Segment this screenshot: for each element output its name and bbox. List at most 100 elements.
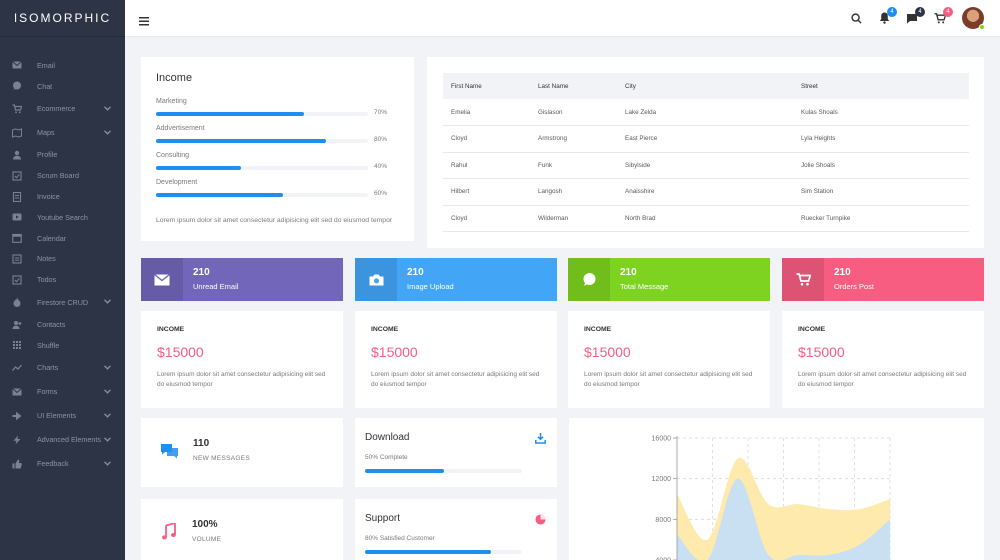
- download-progress-fill: [365, 469, 444, 473]
- sidebar-item-label: Chat: [37, 81, 53, 91]
- sidebar-item-todos[interactable]: Todos: [0, 269, 125, 290]
- sidebar-item-maps[interactable]: Maps: [0, 121, 125, 145]
- sidebar-item-ui-elements[interactable]: UI Elements: [0, 404, 125, 428]
- checkbox-icon: [12, 171, 22, 181]
- search-icon[interactable]: [849, 11, 863, 25]
- thumbs-up-icon: [12, 459, 22, 469]
- app-logo[interactable]: ISOMORPHIC: [0, 0, 125, 37]
- table-header-cell[interactable]: Street: [793, 73, 969, 99]
- support-progress-widget: Support 80% Satisfied Customer: [355, 499, 557, 560]
- mail-icon: [12, 60, 22, 70]
- notification-badge: 4: [887, 7, 897, 17]
- online-status-dot: [979, 24, 985, 30]
- sticker-number: 210: [193, 267, 210, 278]
- pie-icon[interactable]: [535, 512, 546, 530]
- sidebar-item-email[interactable]: Email: [0, 55, 125, 76]
- sale-description: Lorem ipsum dolor sit amet consectetur a…: [584, 371, 753, 388]
- table-row: Hilbert Langosh Anaisshire Sim Station: [443, 178, 969, 206]
- sidebar-item-chat[interactable]: Chat: [0, 76, 125, 97]
- sidebar-item-label: Charts: [37, 363, 59, 373]
- chart-y-tick-label: 16000: [652, 436, 672, 443]
- sidebar-item-shuffle[interactable]: Shuffle: [0, 335, 125, 356]
- sidebar-item-advanced-elements[interactable]: Advanced Elements: [0, 428, 125, 452]
- forms-icon: [12, 387, 22, 397]
- table-cell: Armstrong: [530, 125, 617, 153]
- cart-icon: [12, 103, 22, 114]
- income-bar-label: Consulting: [156, 152, 190, 159]
- sidebar-item-label: Calendar: [37, 233, 67, 243]
- invoice-icon: [12, 191, 22, 202]
- sidebar-item-label: Scrum Board: [37, 171, 79, 181]
- new-messages-widget: 110 NEW MESSAGES: [141, 418, 343, 487]
- sidebar-item-contacts[interactable]: Contacts: [0, 314, 125, 335]
- calendar-icon: [12, 233, 22, 244]
- table-header-cell[interactable]: First Name: [443, 73, 530, 99]
- chart-area-series-2: [677, 478, 890, 560]
- sidebar-item-label: Email: [37, 60, 55, 70]
- user-icon: [12, 150, 22, 160]
- area-chart: 16000 12000 8000 4000: [652, 436, 891, 560]
- menu-toggle-icon[interactable]: [139, 13, 149, 26]
- sticker-widget-orders-post[interactable]: 210 Orders Post: [782, 258, 984, 301]
- table-row: Cloyd Wilderman North Brad Ruecker Turnpike: [443, 205, 969, 232]
- sidebar-item-label: Maps: [37, 128, 55, 138]
- income-description: Lorem ipsum dolor sit amet consectetur a…: [156, 217, 393, 224]
- sale-widget: INCOME $15000 Lorem ipsum dolor sit amet…: [141, 311, 343, 408]
- sidebar-menu: Email Chat Ecommerce Maps Profile Scrum Board…: [0, 37, 125, 476]
- sticker-widget-unread-email[interactable]: 210 Unread Email: [141, 258, 343, 301]
- cart-icon[interactable]: 4: [933, 7, 953, 25]
- income-bar-row: Addvertisement 80%: [156, 125, 388, 143]
- chevron-down-icon: [104, 435, 111, 444]
- sidebar-item-notes[interactable]: Notes: [0, 249, 125, 270]
- notification-bell-icon[interactable]: 4: [877, 7, 897, 25]
- table-cell: Hilbert: [443, 178, 530, 206]
- user-avatar[interactable]: [962, 7, 984, 29]
- sticker-number: 210: [407, 267, 424, 278]
- table-header-cell[interactable]: Last Name: [530, 73, 617, 99]
- chart-y-tick-label: 12000: [652, 476, 672, 483]
- sidebar-item-ecommerce[interactable]: Ecommerce: [0, 97, 125, 121]
- sidebar-item-label: Shuffle: [37, 340, 60, 350]
- sidebar-item-invoice[interactable]: Invoice: [0, 186, 125, 207]
- sticker-widget-total-message[interactable]: 210 Total Message: [568, 258, 770, 301]
- chevron-down-icon: [104, 363, 111, 372]
- sidebar-item-forms[interactable]: Forms: [0, 380, 125, 404]
- chevron-down-icon: [104, 411, 111, 420]
- sale-title: INCOME: [798, 326, 826, 333]
- income-bar-label: Addvertisement: [156, 125, 205, 132]
- chart-icon: [12, 363, 22, 373]
- mail-icon: [141, 258, 183, 301]
- chat-icon: [12, 81, 22, 91]
- sidebar-item-profile[interactable]: Profile: [0, 145, 125, 166]
- income-bar-fill: [156, 193, 284, 197]
- income-bar-track: [156, 193, 368, 197]
- table-row: Rahul Funk Sibylside Jolie Shoals: [443, 152, 969, 179]
- table-cell: Emelia: [443, 99, 530, 126]
- chat-icon: [568, 258, 610, 301]
- sidebar-item-label: Feedback: [37, 459, 69, 469]
- income-bar-percent: 60%: [374, 190, 388, 197]
- sticker-widget-image-upload[interactable]: 210 Image Upload: [355, 258, 557, 301]
- sticker-label: Image Upload: [407, 282, 454, 291]
- support-progress-fill: [365, 550, 491, 554]
- sale-widget: INCOME $15000 Lorem ipsum dolor sit amet…: [782, 311, 984, 408]
- sidebar-item-scrum-board[interactable]: Scrum Board: [0, 165, 125, 186]
- chart-area-series-1: [677, 457, 890, 560]
- sidebar-item-label: Advanced Elements: [37, 435, 101, 445]
- table-header-cell[interactable]: City: [617, 73, 793, 99]
- chevron-down-icon: [104, 297, 111, 306]
- messages-icon[interactable]: 4: [905, 7, 925, 25]
- sidebar-item-youtube-search[interactable]: Youtube Search: [0, 207, 125, 228]
- sidebar-item-firestore-crud[interactable]: Firestore CRUD: [0, 290, 125, 314]
- table-cell: Sibylside: [617, 152, 793, 179]
- income-bar-label: Development: [156, 179, 198, 186]
- sale-description: Lorem ipsum dolor sit amet consectetur a…: [371, 371, 540, 388]
- sidebar-item-charts[interactable]: Charts: [0, 356, 125, 380]
- table-cell: Wilderman: [530, 205, 617, 232]
- sidebar-item-feedback[interactable]: Feedback: [0, 452, 125, 476]
- sidebar-item-calendar[interactable]: Calendar: [0, 228, 125, 249]
- sidebar-item-label: Contacts: [37, 320, 66, 330]
- sale-title: INCOME: [157, 326, 185, 333]
- income-bar-fill: [156, 166, 241, 170]
- download-icon[interactable]: [535, 431, 546, 449]
